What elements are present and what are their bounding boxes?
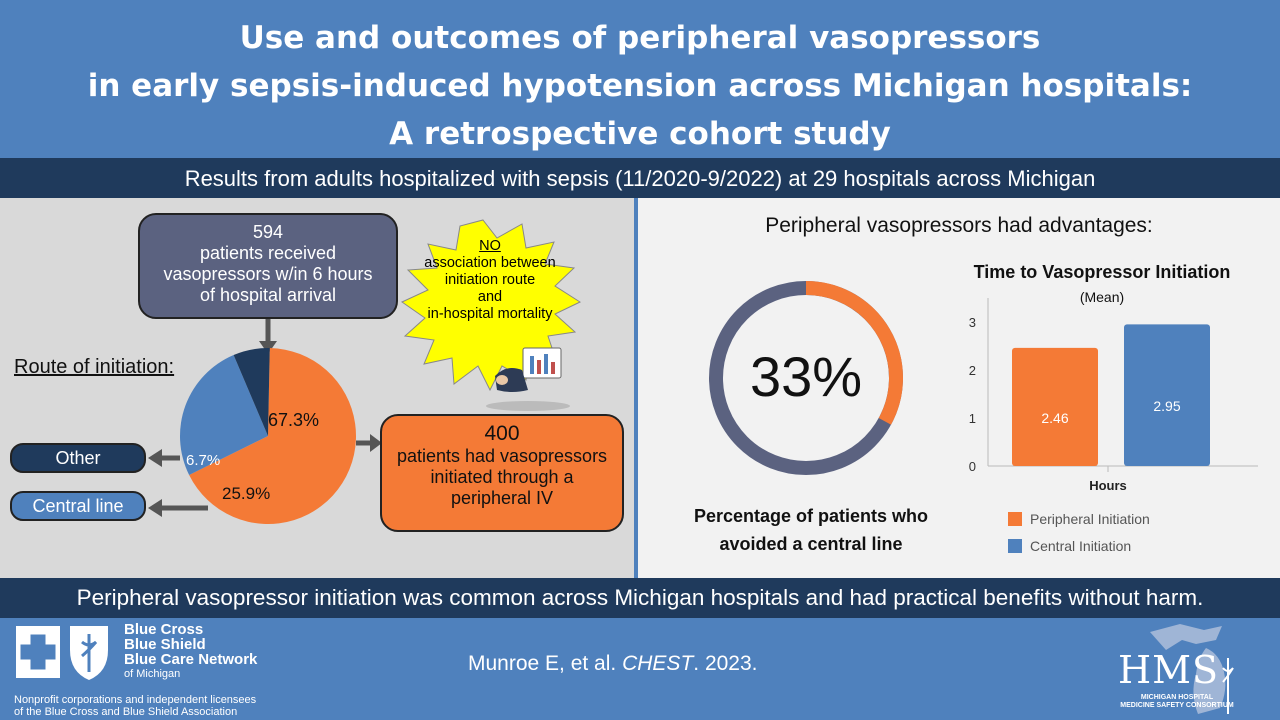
left-panel: 594 patients received vasopressors w/in …: [0, 198, 634, 578]
pie-slice-peripheral: [189, 348, 356, 524]
bar-value-label: 2.95: [1153, 398, 1180, 414]
donut-fill: [805, 281, 903, 425]
chart-title: Time to Vasopressor Initiation (Mean): [970, 260, 1234, 309]
peripheral-line-1: patients had vasopressors: [396, 446, 608, 466]
page-title: Use and outcomes of peripheral vasopress…: [0, 0, 1280, 158]
pie-chart: [180, 348, 356, 524]
peripheral-line-3: peripheral IV: [450, 488, 554, 508]
bar-peripheral: [1012, 347, 1098, 466]
bcbs-line-3: Blue Care Network: [124, 651, 258, 668]
subtitle-bar: Results from adults hospitalized with se…: [0, 158, 1280, 198]
left-arrow-other-icon: [148, 449, 180, 467]
advantages-heading: Peripheral vasopressors had advantages:: [765, 214, 1153, 237]
disclaimer-line-1: Nonprofit corporations and independent l…: [14, 694, 257, 706]
hms-caption: MICHIGAN HOSPITAL MEDICINE SAFETY CONSOR…: [1112, 694, 1242, 710]
legend-label: Central Initiation: [1030, 538, 1131, 554]
donut-caption: Percentage of patients who avoided a cen…: [666, 502, 956, 558]
right-graphics: [709, 281, 903, 475]
other-label: Other: [10, 443, 146, 473]
patients-received-box: 594 patients received vasopressors w/in …: [138, 213, 398, 319]
starburst-line-4: in-hospital mortality: [427, 306, 553, 322]
peripheral-count: 400: [484, 422, 520, 445]
y-tick-label: 0: [969, 459, 976, 474]
pie-label-peripheral: 67.3%: [268, 410, 320, 430]
route-heading: Route of initiation:: [14, 356, 175, 378]
conclusion-bar: Peripheral vasopressor initiation was co…: [0, 578, 1280, 618]
x-axis-label: Hours: [1089, 478, 1127, 493]
legend-swatch: [1008, 512, 1022, 526]
peripheral-iv-box: 400 patients had vasopressors initiated …: [380, 414, 624, 532]
patients-line-3: of hospital arrival: [199, 285, 337, 305]
bcbs-name: Blue Cross Blue Shield Blue Care Network…: [124, 622, 257, 682]
chart-title-text: Time to Vasopressor Initiation: [973, 262, 1231, 282]
bar-chart: 0 1 2 3 2.46 2.95 Hours Peripheral Initiation Ce…: [969, 298, 1258, 554]
bar-central: [1124, 324, 1210, 466]
laptop-illustration: [486, 347, 570, 411]
starburst-text: NO association between initiation route …: [420, 238, 560, 323]
bcbs-logo-icon: [16, 626, 108, 680]
y-tick-label: 2: [969, 363, 976, 378]
patients-count: 594: [252, 222, 284, 242]
patients-line-1: patients received: [199, 243, 337, 263]
down-arrow-icon: [259, 319, 277, 354]
left-arrow-central-icon: [148, 499, 208, 517]
pie-label-central: 25.9%: [222, 484, 271, 503]
bar-value-label: 2.46: [1041, 410, 1068, 426]
citation-journal: CHEST: [622, 652, 694, 675]
pie-label-other: 6.7%: [186, 452, 221, 469]
footer: Blue Cross Blue Shield Blue Care Network…: [0, 618, 1280, 720]
y-tick-label: 1: [969, 411, 976, 426]
y-tick-label: 3: [969, 315, 976, 330]
legend-swatch: [1008, 539, 1022, 553]
peripheral-line-2: initiated through a: [430, 467, 574, 487]
hms-logo: HMS: [1118, 648, 1220, 692]
starburst-line-3: and: [477, 289, 503, 305]
citation-authors: Munroe E, et al.: [468, 652, 617, 675]
bcbs-line-2: Blue Shield: [124, 636, 206, 653]
citation: Munroe E, et al. CHEST. 2023.: [468, 652, 758, 676]
hms-caption-line-1: MICHIGAN HOSPITAL: [1140, 694, 1214, 701]
bcbs-line-4: of Michigan: [124, 668, 181, 680]
bcbs-line-1: Blue Cross: [124, 621, 204, 638]
title-line-2: in early sepsis-induced hypotension acro…: [87, 68, 1193, 104]
donut-caption-line-1: Percentage of patients who: [693, 506, 929, 526]
starburst-no: NO: [479, 238, 501, 254]
patients-line-2: vasopressors w/in 6 hours: [163, 264, 373, 284]
donut-value: 33%: [749, 345, 863, 408]
donut-caption-line-2: avoided a central line: [719, 534, 903, 554]
bcbs-disclaimer: Nonprofit corporations and independent l…: [14, 694, 256, 718]
hms-caption-line-2: MEDICINE SAFETY CONSORTIUM: [1120, 702, 1234, 709]
starburst-line-1: association between: [424, 255, 556, 271]
michigan-map-icon: [1150, 624, 1234, 714]
starburst-line-2: initiation route: [444, 272, 536, 288]
disclaimer-line-2: of the Blue Cross and Blue Shield Associ…: [14, 706, 238, 718]
right-panel: Peripheral vasopressors had advantages: …: [638, 198, 1280, 578]
central-line-label: Central line: [10, 491, 146, 521]
right-arrow-icon: [356, 434, 382, 452]
chart-title-suffix: (Mean): [1079, 289, 1125, 305]
citation-year: . 2023.: [693, 652, 758, 675]
pie-slice-other: [233, 348, 270, 436]
legend-label: Peripheral Initiation: [1030, 511, 1150, 527]
left-graphics: [148, 219, 582, 524]
title-line-1: Use and outcomes of peripheral vasopress…: [239, 20, 1041, 56]
pie-slice-central: [180, 354, 268, 476]
title-line-3: A retrospective cohort study: [389, 116, 891, 152]
